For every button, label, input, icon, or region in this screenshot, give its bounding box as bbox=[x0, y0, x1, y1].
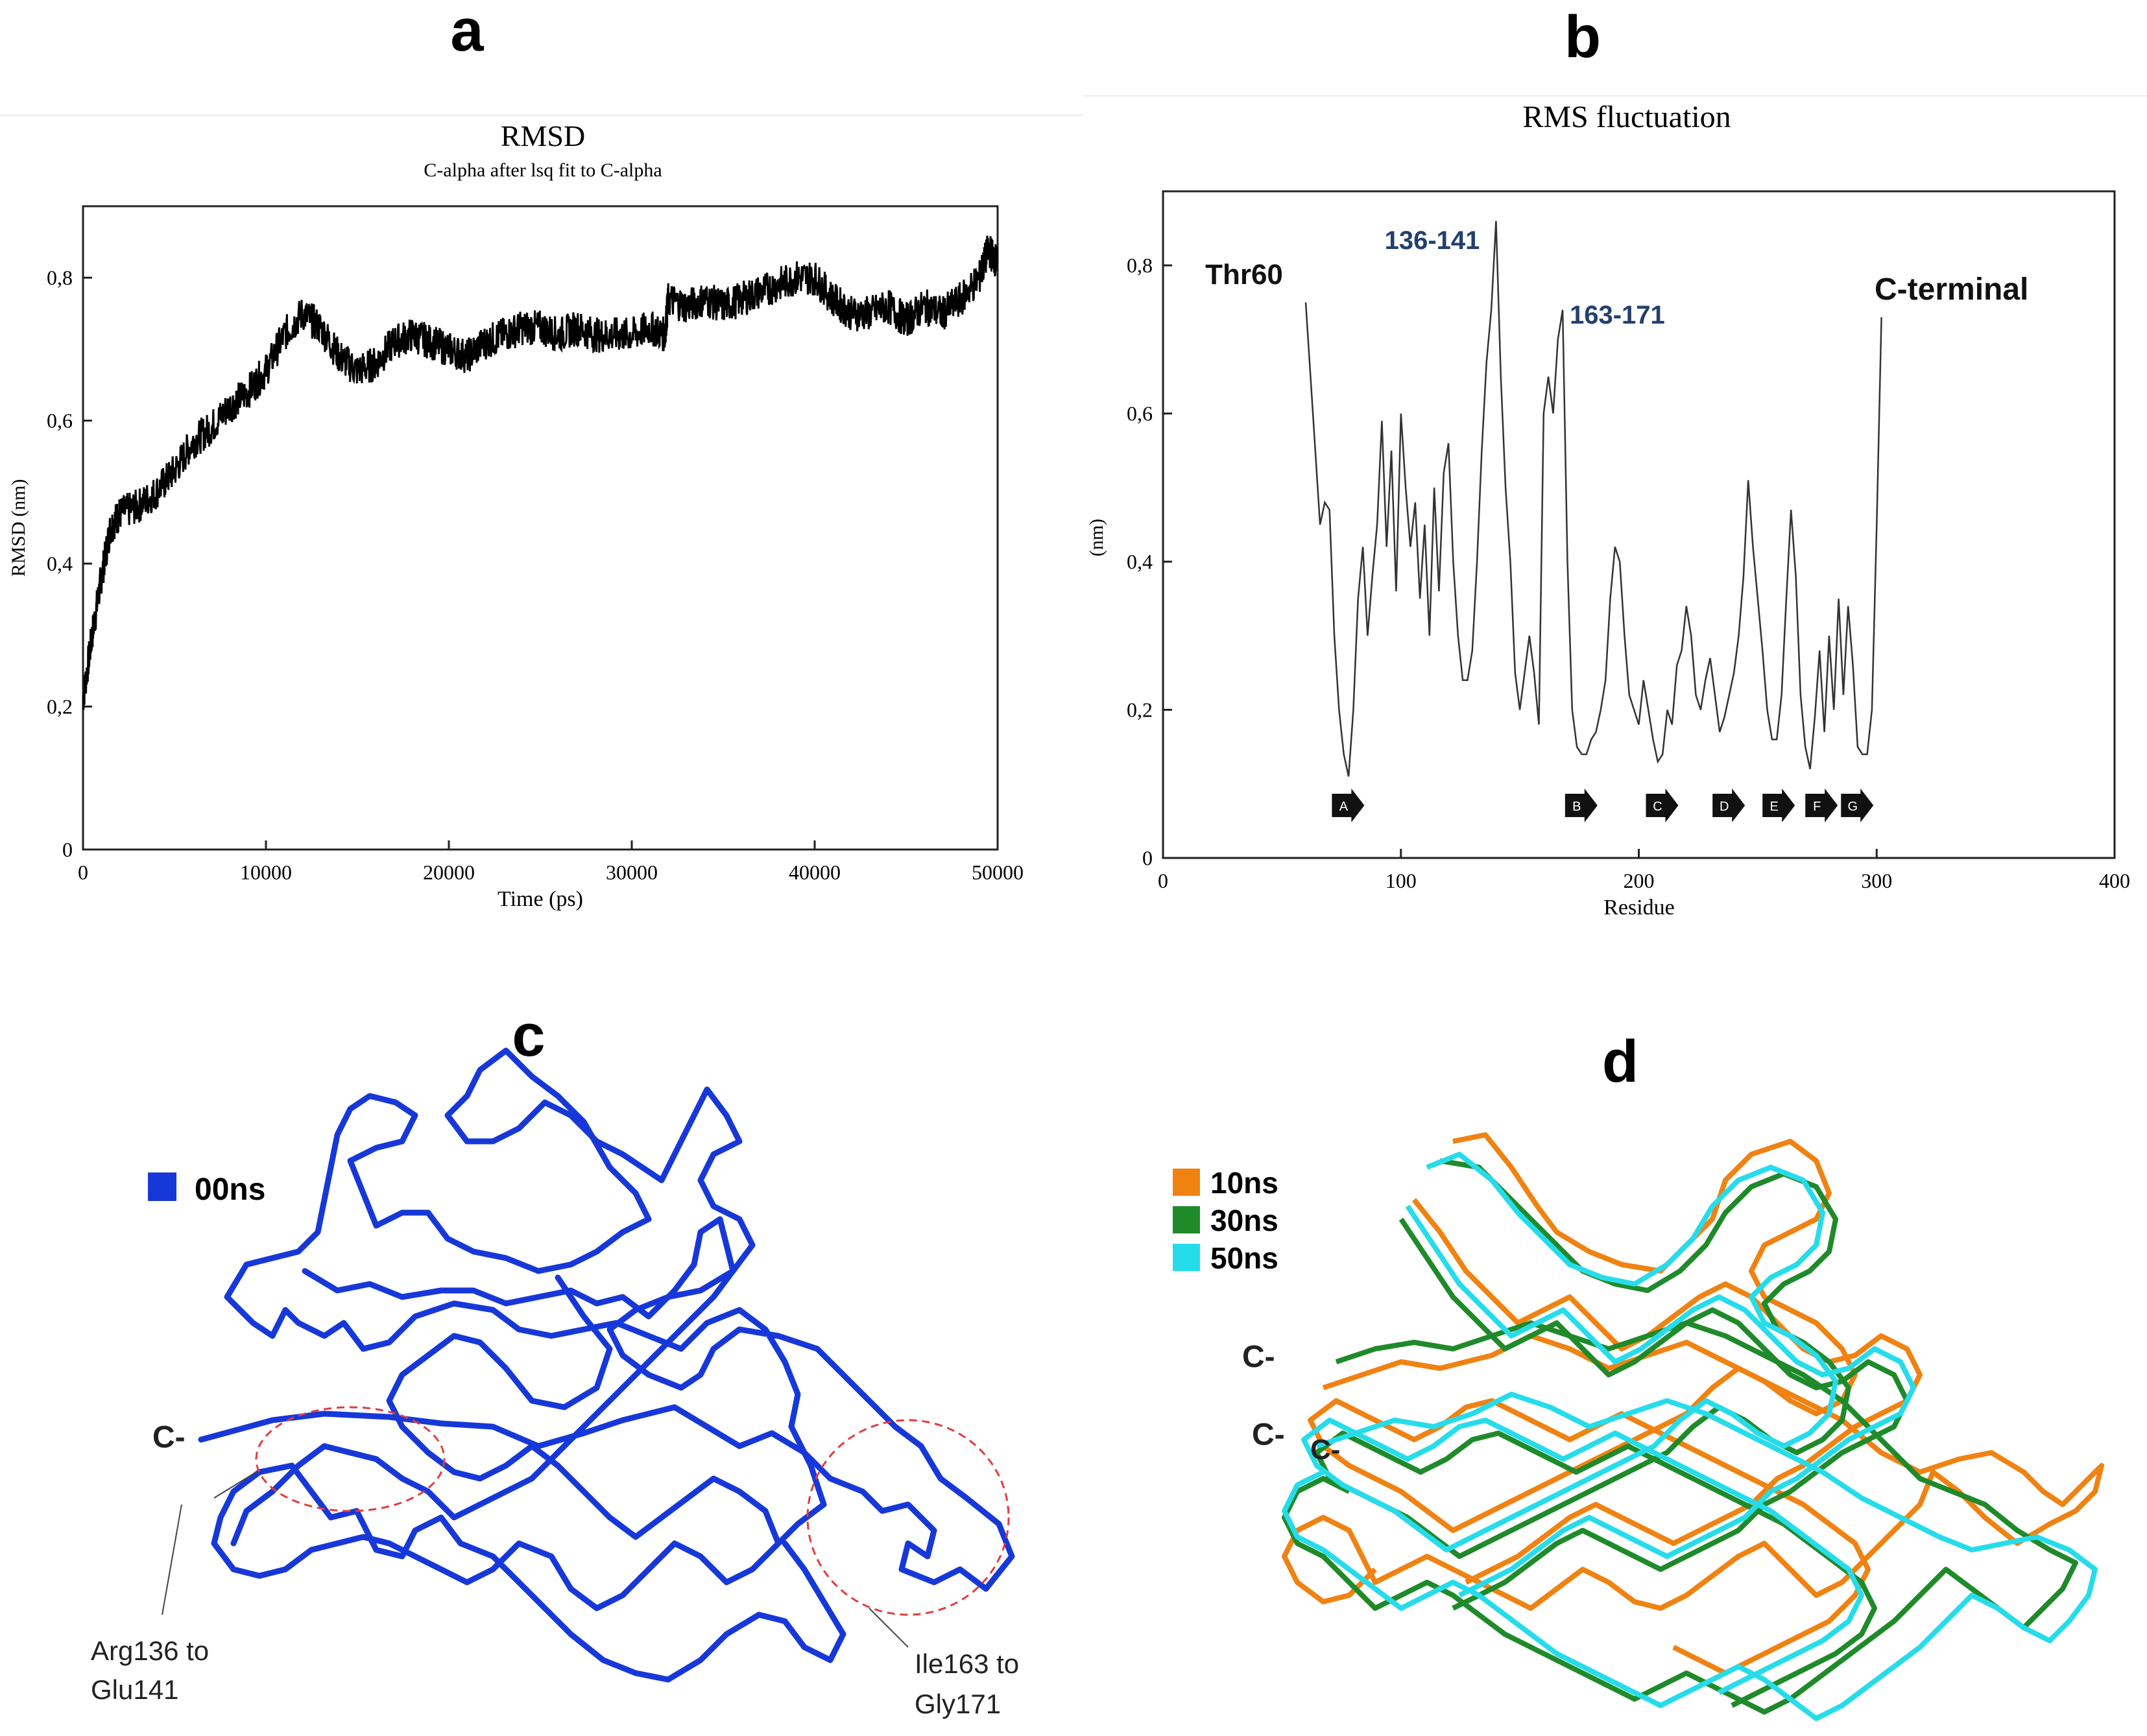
chart-b-series-line bbox=[1304, 220, 1882, 777]
protein-backbone-10ns bbox=[1411, 1198, 1923, 1585]
strand-arrow-e bbox=[1762, 789, 1795, 822]
structure-c: 00ns C- Arg136 to Glu141 Ile163 to Gly17… bbox=[91, 1047, 1019, 1719]
protein-backbone-10ns bbox=[1308, 1132, 1871, 1676]
legend-label-00ns: 00ns bbox=[195, 1172, 265, 1207]
terminus-label-d-2: C- bbox=[1252, 1418, 1285, 1452]
chart-b-xlabel: Residue bbox=[1603, 896, 1675, 920]
chart-b-ylabel: (nm) bbox=[1086, 519, 1107, 556]
strand-label-d: D bbox=[1720, 800, 1729, 814]
terminus-label-d-3: C- bbox=[1310, 1434, 1340, 1466]
x-tick-label: 10000 bbox=[240, 861, 292, 884]
strand-label-g: G bbox=[1847, 800, 1858, 814]
protein-backbone-00ns bbox=[230, 1216, 736, 1547]
protein-backbone-30ns bbox=[1282, 1320, 2078, 1715]
strand-label-b: B bbox=[1572, 800, 1581, 814]
protein-backbone-30ns bbox=[1398, 1217, 1910, 1611]
x-tick-label: 0 bbox=[78, 861, 88, 884]
chart-a-ylabel: RMSD (nm) bbox=[8, 479, 29, 577]
region-label-glu141: Glu141 bbox=[91, 1674, 178, 1705]
x-tick-label: 20000 bbox=[423, 861, 475, 884]
y-tick-label: 0,8 bbox=[47, 266, 73, 289]
chart-a-xlabel: Time (ps) bbox=[498, 887, 583, 911]
panel-letter-a: a bbox=[450, 0, 484, 64]
y-tick-label: 0,4 bbox=[1127, 550, 1153, 573]
highlight-ellipse-arg136-glu141 bbox=[255, 1406, 446, 1512]
panel-letter-b: b bbox=[1565, 4, 1601, 70]
y-tick-label: 0,6 bbox=[47, 409, 73, 433]
terminus-label-c: C- bbox=[152, 1420, 186, 1455]
strand-arrow-d bbox=[1712, 789, 1745, 822]
x-tick-label: 50000 bbox=[972, 861, 1024, 884]
y-tick-label: 0,2 bbox=[1127, 698, 1153, 722]
y-tick-label: 0 bbox=[62, 838, 73, 861]
x-tick-label: 200 bbox=[1624, 869, 1655, 892]
highlight-ellipse-ile163-gly171 bbox=[806, 1419, 1010, 1616]
strand-label-f: F bbox=[1813, 800, 1821, 814]
legend-swatch-10ns bbox=[1173, 1169, 1200, 1196]
x-tick-label: 100 bbox=[1385, 869, 1417, 892]
strand-arrow-c bbox=[1646, 789, 1679, 822]
protein-backbone-50ns bbox=[1282, 1392, 2098, 1721]
strand-arrow-f bbox=[1805, 789, 1838, 822]
strand-label-c: C bbox=[1653, 800, 1662, 814]
annotation-136-141: 136-141 bbox=[1385, 226, 1480, 255]
x-tick-label: 300 bbox=[1861, 869, 1892, 892]
strand-arrow-a bbox=[1332, 789, 1365, 822]
chart-a: RMSD C-alpha after lsq fit to C-alpha 0 1… bbox=[8, 119, 1024, 911]
y-tick-label: 0,4 bbox=[47, 552, 73, 575]
chart-b: RMS fluctuation 0 100 200 300 400 0 0,2 0,4 0,6 0… bbox=[1086, 100, 2130, 920]
protein-backbone-50ns bbox=[1405, 1204, 1916, 1598]
annotation-c-terminal: C-terminal bbox=[1875, 272, 2028, 307]
y-tick-label: 0,6 bbox=[1127, 402, 1153, 425]
chart-a-subtitle: C-alpha after lsq fit to C-alpha bbox=[424, 160, 662, 181]
annotation-thr60: Thr60 bbox=[1205, 259, 1283, 291]
protein-backbone-00ns bbox=[386, 1274, 782, 1547]
strand-arrow-g bbox=[1841, 789, 1874, 822]
x-tick-label: 30000 bbox=[606, 861, 658, 884]
chart-a-series-line bbox=[82, 235, 999, 710]
strand-label-e: E bbox=[1770, 800, 1779, 814]
protein-backbone-10ns bbox=[1282, 1333, 2104, 1611]
protein-backbone-50ns bbox=[1301, 1152, 1864, 1695]
legend-label-30ns: 30ns bbox=[1210, 1204, 1278, 1237]
callout-line-ile163 bbox=[869, 1608, 909, 1648]
panel-letter-d: d bbox=[1602, 1029, 1638, 1095]
x-tick-label: 400 bbox=[2099, 869, 2130, 892]
chart-a-title: RMSD bbox=[501, 119, 585, 152]
strand-arrow-b bbox=[1565, 789, 1598, 822]
x-tick-label: 40000 bbox=[789, 861, 841, 884]
structure-d: 10ns 30ns 50ns C- C- C- bbox=[1173, 1132, 2104, 1721]
annotation-163-171: 163-171 bbox=[1570, 301, 1665, 329]
terminus-label-d-1: C- bbox=[1242, 1340, 1275, 1374]
chart-b-title: RMS fluctuation bbox=[1522, 100, 1731, 134]
protein-backbone-00ns bbox=[198, 1047, 1015, 1683]
y-tick-label: 0,8 bbox=[1127, 254, 1153, 277]
region-label-gly171: Gly171 bbox=[915, 1689, 1001, 1719]
region-label-ile163: Ile163 to bbox=[915, 1648, 1019, 1679]
x-tick-label: 0 bbox=[1158, 869, 1168, 892]
y-tick-label: 0 bbox=[1142, 846, 1153, 870]
legend-swatch-30ns bbox=[1173, 1206, 1200, 1233]
strand-label-a: A bbox=[1339, 800, 1349, 814]
callout-line-arg136 bbox=[162, 1504, 182, 1615]
chart-a-plot-frame bbox=[82, 205, 999, 851]
legend-swatch-50ns bbox=[1173, 1244, 1200, 1271]
legend-label-50ns: 50ns bbox=[1210, 1241, 1278, 1275]
region-label-arg136: Arg136 to bbox=[91, 1635, 209, 1666]
legend-label-10ns: 10ns bbox=[1210, 1166, 1278, 1200]
panel-letter-c: c bbox=[512, 1003, 545, 1069]
legend-swatch-00ns bbox=[148, 1172, 176, 1201]
callout-line-arg136 bbox=[213, 1471, 257, 1499]
y-tick-label: 0,2 bbox=[47, 695, 73, 719]
